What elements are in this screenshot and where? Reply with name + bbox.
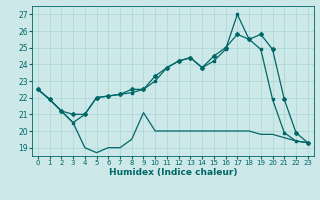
X-axis label: Humidex (Indice chaleur): Humidex (Indice chaleur) [108, 168, 237, 177]
